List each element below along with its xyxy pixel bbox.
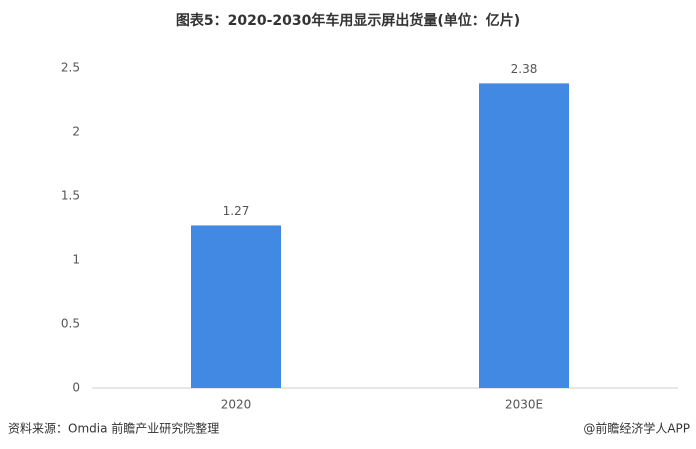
data-label: 1.27	[223, 204, 250, 218]
x-tick-label: 2020	[221, 398, 252, 412]
credit: @前瞻经济学人APP	[583, 421, 690, 436]
y-tick-label: 1.5	[61, 189, 80, 203]
source-note: 资料来源：Omdia 前瞻产业研究院整理	[8, 421, 219, 436]
bar	[191, 225, 281, 388]
bar	[479, 83, 569, 389]
y-tick-label: 0	[72, 381, 80, 395]
chart-title: 图表5：2020-2030年车用显示屏出货量(单位：亿片)	[176, 12, 520, 29]
y-tick-label: 1	[72, 253, 80, 267]
y-tick-label: 0.5	[61, 317, 80, 331]
y-tick-label: 2.5	[61, 61, 80, 75]
data-label: 2.38	[511, 62, 538, 76]
y-tick-label: 2	[72, 125, 80, 139]
x-tick-label: 2030E	[505, 398, 543, 412]
